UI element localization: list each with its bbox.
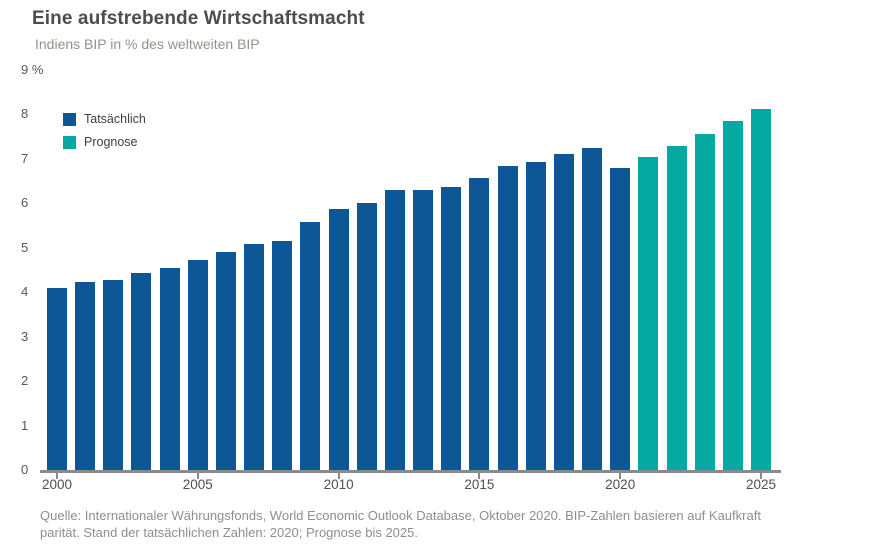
x-tick-mark bbox=[760, 473, 762, 479]
y-tick-label: 6 bbox=[21, 195, 29, 211]
bar-2001 bbox=[75, 281, 96, 470]
bar-2016 bbox=[497, 166, 518, 470]
x-tick-label: 2015 bbox=[464, 477, 495, 492]
bar-2004 bbox=[159, 268, 180, 470]
y-tick-label: 5 bbox=[21, 239, 29, 255]
x-tick-label: 2025 bbox=[745, 477, 777, 492]
bar-2024 bbox=[722, 120, 743, 470]
x-tick-label: 2005 bbox=[182, 477, 213, 492]
legend-swatch-forecast-icon bbox=[63, 135, 76, 149]
x-tick-mark bbox=[619, 473, 622, 479]
y-tick-label: 0 bbox=[21, 462, 29, 477]
legend-swatch-actual-icon bbox=[63, 112, 76, 126]
legend-label-actual: Tatsächlich bbox=[84, 112, 146, 126]
x-tick-label: 2010 bbox=[323, 477, 354, 492]
bar-2012 bbox=[384, 190, 405, 470]
legend-item-actual: Tatsächlich bbox=[63, 112, 146, 126]
bar-2008 bbox=[272, 241, 293, 470]
x-axis-line bbox=[40, 470, 781, 473]
chart-subtitle: Indiens BIP in % des weltweiten BIP bbox=[35, 36, 260, 52]
chart-title: Eine aufstrebende Wirtschaftsmacht bbox=[32, 8, 365, 29]
bar-2019 bbox=[582, 148, 603, 470]
bar-2013 bbox=[413, 190, 434, 470]
y-tick-label: 4 bbox=[21, 284, 29, 300]
bar-2005 bbox=[187, 260, 208, 470]
bar-2015 bbox=[469, 178, 490, 470]
bar-2023 bbox=[694, 134, 715, 470]
source-note-line1: Quelle: Internationaler Währungsfonds, W… bbox=[40, 508, 761, 523]
y-tick-label: 1 bbox=[21, 417, 29, 433]
bar-2006 bbox=[215, 252, 236, 470]
y-tick-label: 9 % bbox=[21, 62, 44, 77]
y-tick-label: 7 bbox=[21, 150, 29, 166]
legend-item-forecast: Prognose bbox=[63, 135, 146, 149]
bar-2010 bbox=[328, 208, 349, 470]
bar-2017 bbox=[525, 162, 546, 470]
source-note-line2: parität. Stand der tatsächlichen Zahlen:… bbox=[40, 525, 418, 540]
x-tick-label: 2000 bbox=[41, 477, 73, 492]
x-tick-mark bbox=[56, 473, 58, 479]
bar-2011 bbox=[356, 203, 377, 470]
y-tick-label: 2 bbox=[21, 373, 29, 389]
bar-2025 bbox=[751, 109, 771, 470]
x-tick-label: 2020 bbox=[605, 477, 636, 492]
x-tick-mark bbox=[196, 473, 199, 479]
bar-2018 bbox=[553, 154, 574, 470]
legend-label-forecast: Prognose bbox=[84, 135, 138, 149]
y-tick-label: 8 bbox=[21, 106, 29, 122]
bar-2009 bbox=[300, 222, 321, 470]
bar-2022 bbox=[666, 146, 687, 470]
bar-2020 bbox=[610, 167, 631, 470]
legend: Tatsächlich Prognose bbox=[63, 112, 146, 158]
x-tick-mark bbox=[337, 473, 340, 479]
x-tick-mark bbox=[478, 473, 481, 479]
bar-2002 bbox=[103, 279, 124, 470]
bar-2003 bbox=[131, 273, 152, 470]
source-note: Quelle: Internationaler Währungsfonds, W… bbox=[40, 507, 830, 541]
y-tick-label: 3 bbox=[21, 328, 29, 344]
bar-2000 bbox=[47, 287, 67, 470]
bar-2021 bbox=[638, 157, 659, 470]
bar-2014 bbox=[441, 187, 462, 470]
bar-2007 bbox=[244, 243, 265, 470]
